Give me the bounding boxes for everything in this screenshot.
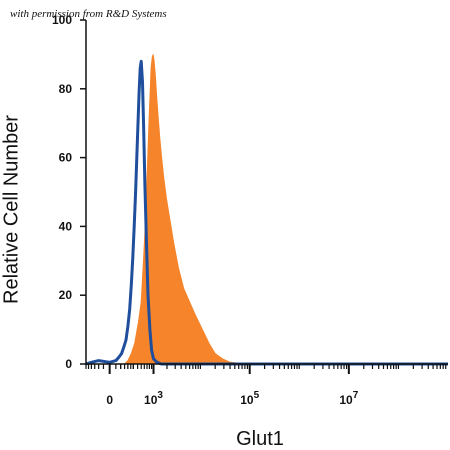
y-tick-label: 40: [59, 219, 73, 233]
watermark: with permission from R&D Systems: [10, 8, 167, 20]
x-tick-label: 105: [240, 390, 259, 407]
series-1-line: [85, 59, 448, 366]
x-tick-label: 103: [144, 390, 163, 407]
y-tick-label: 80: [59, 82, 73, 96]
axes-layer: 0 20 40 60 80 100 0 103 105 107: [52, 13, 448, 407]
y-tick-label: 20: [59, 288, 73, 302]
y-axis-label: Relative Cell Number: [0, 115, 23, 304]
x-axis-label: Glut1: [236, 428, 284, 450]
x-tick-label: 107: [339, 390, 358, 407]
series-0-area: [86, 54, 448, 365]
y-tick-label: 100: [52, 13, 72, 27]
y-tick-label: 0: [65, 357, 72, 371]
y-tick-label: 60: [59, 151, 73, 165]
series-layer: [85, 54, 448, 366]
x-tick-label: 0: [106, 393, 113, 407]
